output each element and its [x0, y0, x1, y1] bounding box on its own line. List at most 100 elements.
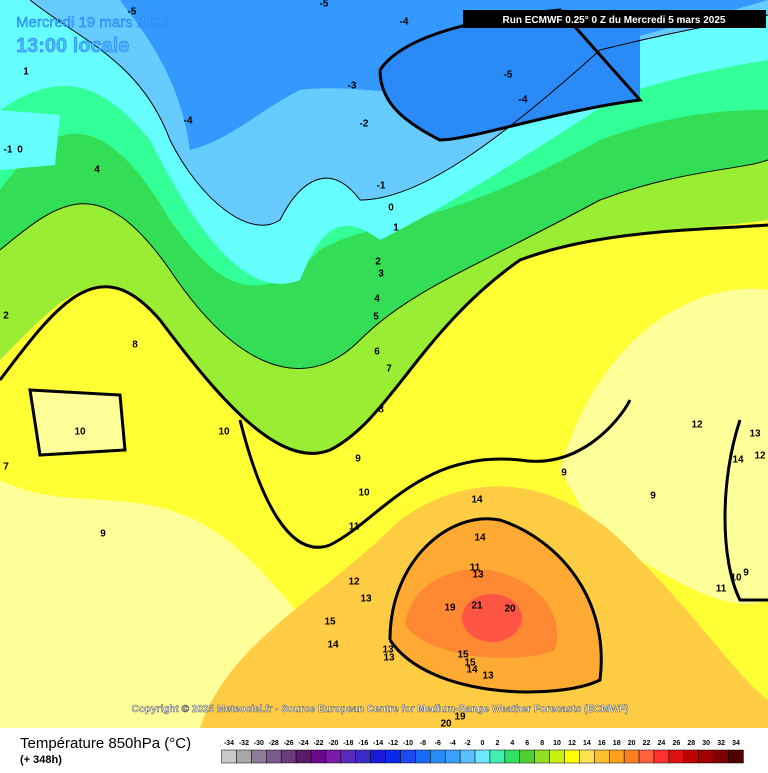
scale-tick-label: -30 — [254, 740, 264, 747]
contour-label: 9 — [355, 454, 361, 465]
scale-tick-label: 26 — [672, 740, 680, 747]
scale-tick-label: 34 — [732, 740, 740, 747]
contour-label: -5 — [320, 0, 329, 10]
color-swatch — [474, 749, 491, 764]
contour-label: 14 — [474, 533, 486, 544]
contour-label: 3 — [378, 269, 384, 280]
contour-label: 1 — [23, 67, 29, 78]
contour-label: 7 — [3, 462, 9, 473]
contour-label: -5 — [504, 70, 513, 81]
contour-label: 12 — [754, 451, 766, 462]
contour-label: 11 — [716, 584, 727, 595]
color-swatch — [579, 749, 595, 764]
color-swatch — [609, 749, 625, 764]
contour-label: 2 — [375, 257, 381, 268]
color-swatch — [713, 749, 729, 764]
scale-tick-label: 30 — [702, 740, 710, 747]
scale-tick-label: -20 — [328, 740, 338, 747]
color-swatch — [489, 749, 506, 764]
contour-label: 15 — [457, 650, 469, 661]
contour-label: 0 — [17, 145, 23, 156]
color-swatch — [519, 749, 535, 764]
scale-tick-label: -10 — [403, 740, 413, 747]
scale-tick-label: -8 — [420, 740, 426, 747]
color-swatch — [430, 749, 446, 764]
scale-tick-label: -14 — [373, 740, 383, 747]
contour-label: 10 — [358, 488, 370, 499]
contour-label: -4 — [519, 95, 528, 106]
contour-label: 13 — [360, 594, 372, 605]
scale-tick-label: -24 — [298, 740, 308, 747]
copyright: Copyright © 2025 Meteociel.fr - Source E… — [132, 704, 629, 715]
contour-label: 9 — [743, 568, 749, 579]
scale-tick-label: 2 — [495, 740, 499, 747]
color-swatch — [594, 749, 610, 764]
scale-tick-label: -12 — [388, 740, 398, 747]
color-swatch — [251, 749, 267, 764]
contour-label: 13 — [749, 429, 761, 440]
color-swatch — [415, 749, 431, 764]
color-swatch — [221, 749, 237, 764]
lead-time: (+ 348h) — [20, 754, 62, 766]
color-swatch — [310, 749, 327, 764]
color-swatch — [370, 749, 386, 764]
contour-label: 13 — [382, 645, 394, 656]
color-swatch — [355, 749, 371, 764]
map-background — [0, 0, 768, 728]
scale-tick-label: -4 — [450, 740, 456, 747]
contour-label: 14 — [466, 665, 478, 676]
date: Mercredi 19 mars 2025 — [16, 14, 170, 31]
contour-label: 4 — [94, 165, 100, 176]
time: 13:00 locale — [16, 35, 129, 57]
contour-label: 9 — [100, 529, 106, 540]
scale-tick-label: -16 — [358, 740, 368, 747]
color-swatch — [385, 749, 401, 764]
color-swatch — [698, 749, 714, 764]
scale-tick-label: 32 — [717, 740, 725, 747]
contour-label: -1 — [377, 181, 386, 192]
contour-label: 20 — [504, 604, 516, 615]
scale-tick-label: -28 — [269, 740, 279, 747]
contour-label: 13 — [472, 570, 484, 581]
scale-tick-label: 22 — [643, 740, 651, 747]
contour-label: 14 — [327, 640, 339, 651]
variable: Température 850hPa (°C) — [20, 735, 191, 752]
scale-tick-label: 8 — [540, 740, 544, 747]
contour-label: 14 — [732, 455, 744, 466]
contour-label: -5 — [128, 7, 137, 18]
color-swatch — [280, 749, 297, 764]
scale-tick-label: -22 — [313, 740, 323, 747]
scale-tick-label: -26 — [284, 740, 294, 747]
contour-label: -1 — [4, 145, 13, 156]
contour-label: 15 — [464, 658, 476, 669]
run-info: Run ECMWF 0.25° 0 Z du Mercredi 5 mars 2… — [503, 15, 726, 26]
contour-label: 14 — [471, 495, 483, 506]
contour-label: 7 — [386, 364, 392, 375]
contour-lines — [0, 0, 768, 694]
color-swatch — [623, 749, 640, 764]
color-swatch — [236, 749, 252, 764]
color-swatch — [638, 749, 655, 764]
color-swatch — [266, 749, 282, 764]
contour-label: 10 — [730, 573, 742, 584]
contour-label: -3 — [348, 81, 357, 92]
contour-label: 11 — [349, 522, 360, 533]
color-swatch — [340, 749, 356, 764]
contour-label: 8 — [378, 405, 384, 416]
color-swatch — [728, 749, 744, 764]
contour-label: 5 — [373, 312, 379, 323]
color-swatch — [325, 749, 342, 764]
scale-tick-label: -2 — [464, 740, 470, 747]
color-swatch — [668, 749, 685, 764]
contour-label: 4 — [374, 294, 380, 305]
scale-tick-label: 0 — [481, 740, 485, 747]
contour-label: -4 — [400, 17, 409, 28]
contour-label: 8 — [132, 340, 138, 351]
scale-tick-label: 18 — [613, 740, 621, 747]
contour-label: 12 — [348, 577, 360, 588]
scale-tick-label: -32 — [239, 740, 249, 747]
contour-label: 11 — [470, 563, 481, 574]
color-swatch — [444, 749, 461, 764]
